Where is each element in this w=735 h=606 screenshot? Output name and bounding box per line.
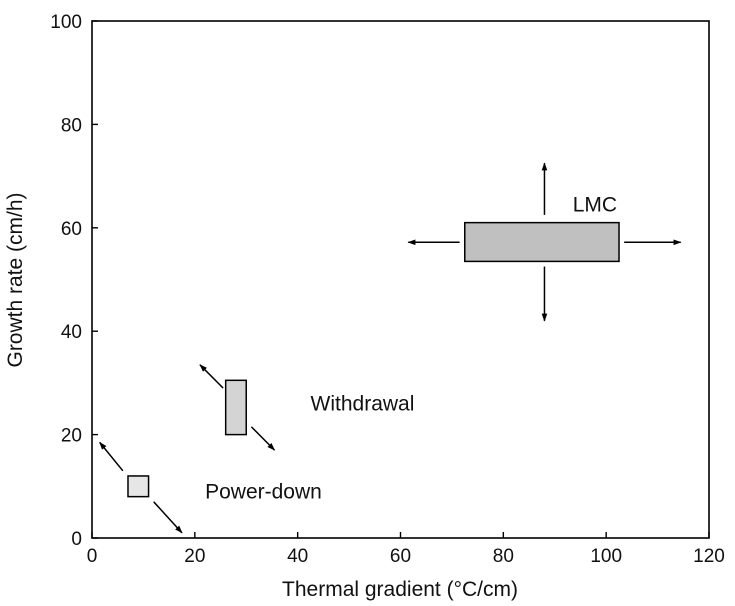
region-box-lmc (464, 221, 620, 263)
trend-arrow (153, 501, 183, 534)
region-box-withdrawal (224, 379, 247, 436)
x-tick-label: 0 (87, 546, 98, 567)
region-label-withdrawal: Withdrawal (311, 393, 415, 416)
y-axis: 0 20 40 60 80 100 (50, 12, 98, 550)
x-tick-label: 120 (693, 546, 725, 567)
region-box-power-down (127, 475, 150, 498)
y-axis-title: Growth rate (cm/h) (4, 192, 27, 367)
trend-arrow (250, 426, 276, 451)
plot-frame (91, 20, 710, 539)
trend-arrow (199, 364, 224, 389)
y-tick-label: 80 (61, 115, 82, 136)
x-tick-label: 20 (184, 546, 205, 567)
region-power-down: Power-down (99, 441, 322, 534)
region-label-lmc: LMC (573, 194, 617, 217)
region-withdrawal: Withdrawal (199, 364, 415, 451)
regions-layer: Power-down Withdrawal LMC (99, 162, 682, 534)
x-axis-title: Thermal gradient (°C/cm) (282, 578, 518, 601)
x-axis: 0 20 40 60 80 100 120 (87, 532, 725, 567)
region-lmc: LMC (407, 162, 682, 322)
x-tick-label: 40 (287, 546, 308, 567)
x-tick-label: 60 (390, 546, 411, 567)
y-tick-label: 60 (61, 219, 82, 240)
y-tick-label: 0 (71, 529, 82, 550)
x-tick-label: 100 (590, 546, 622, 567)
x-tick-label: 80 (493, 546, 514, 567)
trend-arrow (99, 441, 124, 472)
y-tick-label: 40 (61, 322, 82, 343)
y-tick-label: 100 (50, 12, 82, 33)
region-label-power-down: Power-down (205, 480, 322, 503)
y-tick-label: 20 (61, 426, 82, 447)
